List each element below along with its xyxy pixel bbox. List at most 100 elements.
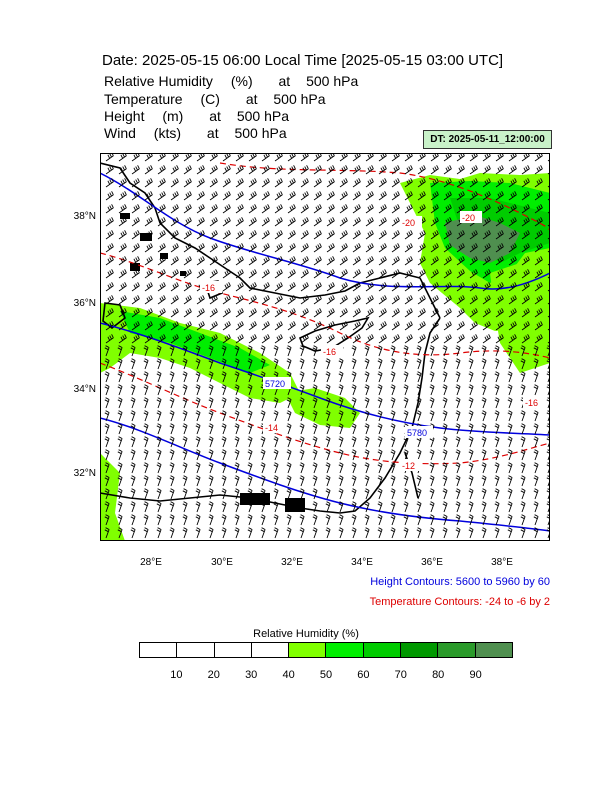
coastline-crete <box>102 302 126 330</box>
wind-barb <box>507 358 513 370</box>
wind-barb <box>222 334 231 344</box>
wind-barb <box>117 514 123 526</box>
wind-barb <box>508 308 517 318</box>
wind-barb <box>534 153 543 162</box>
wind-barb <box>469 269 478 279</box>
wind-barb <box>196 308 205 318</box>
wind-barb <box>274 178 283 188</box>
wind-barb <box>390 371 396 383</box>
wind-barb <box>326 256 335 266</box>
wind-barb <box>234 345 240 357</box>
lon-label-32: 32°E <box>281 557 303 568</box>
wind-barb <box>143 371 149 383</box>
wind-barb <box>442 488 448 500</box>
wind-barb <box>404 269 413 279</box>
wind-barb <box>338 449 344 461</box>
wind-barb <box>352 269 361 279</box>
wind-barb <box>429 462 435 474</box>
wind-barb <box>391 282 400 292</box>
wind-barb <box>157 321 166 331</box>
wind-barb <box>130 514 136 526</box>
wind-barb <box>442 527 448 539</box>
wind-barb <box>482 165 491 175</box>
wind-barb <box>274 334 283 344</box>
wind-barb <box>364 488 370 500</box>
wind-barb <box>235 282 244 292</box>
wind-barb <box>144 153 153 162</box>
wind-barb <box>195 501 201 513</box>
wind-barb <box>118 204 127 214</box>
wind-barb <box>507 436 513 448</box>
wind-barb <box>520 527 526 539</box>
wind-barb <box>143 449 149 461</box>
wind-barb <box>481 397 487 409</box>
wind-barb <box>365 308 374 318</box>
wind-barb <box>196 256 205 266</box>
wind-barb <box>104 384 110 396</box>
wind-barb <box>105 165 114 175</box>
wind-barb <box>312 488 318 500</box>
wind-barb <box>118 256 127 266</box>
wind-barb <box>313 165 322 175</box>
wind-barb <box>169 397 175 409</box>
height-label: 5720 <box>265 379 285 389</box>
wind-barb <box>222 269 231 279</box>
lon-label-28: 28°E <box>140 557 162 568</box>
wind-barb <box>234 488 240 500</box>
wind-barb <box>456 308 465 318</box>
wind-barb <box>378 191 387 201</box>
colorbar-label: 90 <box>469 669 482 681</box>
wind-barb <box>183 269 192 279</box>
wind-barb <box>481 371 487 383</box>
wind-barb <box>312 384 318 396</box>
wind-barb <box>377 527 383 539</box>
wind-barb <box>352 153 361 162</box>
wind-barb <box>299 423 305 435</box>
wind-barb <box>170 256 179 266</box>
label-box <box>405 426 433 438</box>
wind-barb <box>105 334 114 344</box>
wind-barb <box>299 436 305 448</box>
humidity-area-southwest <box>100 453 125 541</box>
wind-barb <box>378 308 387 318</box>
wind-barb <box>404 191 413 201</box>
wind-barb <box>248 282 257 292</box>
wind-barb <box>416 410 422 422</box>
wind-barb <box>313 321 322 331</box>
wind-barb <box>521 321 530 331</box>
wind-barb <box>481 436 487 448</box>
wind-barb <box>169 384 175 396</box>
wind-barb <box>326 308 335 318</box>
temp-label: -16 <box>202 283 215 293</box>
wind-barb <box>286 397 292 409</box>
wind-barb <box>533 345 539 357</box>
wind-barb <box>430 282 439 292</box>
wind-barb <box>299 345 305 357</box>
wind-barb <box>430 204 439 214</box>
wind-barb <box>364 397 370 409</box>
wind-barb <box>117 384 123 396</box>
wind-barb <box>247 436 253 448</box>
wind-barb <box>208 514 214 526</box>
wind-barb <box>183 230 192 240</box>
wind-barb <box>429 475 435 487</box>
wind-barb <box>221 345 227 357</box>
wind-barb <box>364 436 370 448</box>
wind-barb <box>222 243 231 253</box>
wind-barb <box>130 423 136 435</box>
wind-barb <box>508 269 517 279</box>
wind-barb <box>260 488 266 500</box>
temp-label: -20 <box>462 213 475 223</box>
wind-barb <box>339 321 348 331</box>
wind-barb <box>287 191 296 201</box>
wind-barb <box>443 334 452 344</box>
label-box <box>400 216 422 228</box>
wind-barb <box>455 449 461 461</box>
wind-barb <box>403 488 409 500</box>
wind-barb <box>235 243 244 253</box>
wind-barb <box>455 423 461 435</box>
wind-barb <box>455 397 461 409</box>
wind-barb <box>390 501 396 513</box>
wind-barb <box>482 230 491 240</box>
wind-barb <box>144 269 153 279</box>
